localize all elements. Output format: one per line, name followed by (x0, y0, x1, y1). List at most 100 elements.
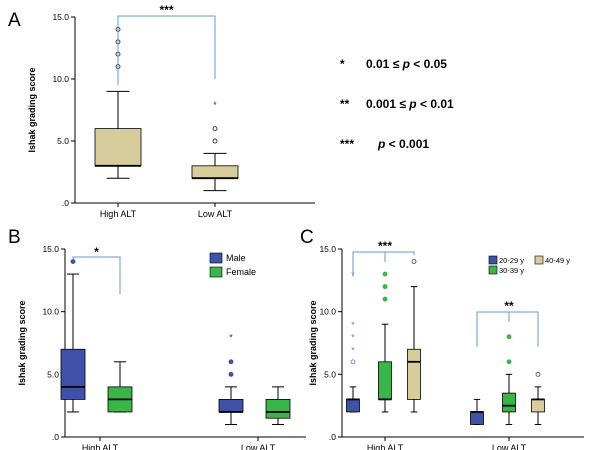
box-30-39-y-1 (502, 334, 516, 425)
box-iqr (470, 411, 484, 425)
extreme-point: * (213, 100, 217, 110)
box-iqr (60, 348, 86, 400)
legend-swatch (488, 265, 498, 275)
key-p: p (378, 137, 386, 151)
outlier-point (382, 284, 388, 290)
key-condition: < 0.001 (385, 137, 430, 151)
y-tick-label: 15.0 (42, 244, 59, 254)
legend-label: 40-49 y (545, 256, 570, 265)
box-iqr (378, 361, 392, 400)
box-iqr (407, 348, 421, 400)
key-symbol: * (340, 57, 345, 71)
panel-a: A .0 5.0 10.0 15.0 Ishak grading score High AL… (8, 3, 315, 219)
x-tick-label: High ALT (82, 443, 119, 450)
significance-bracket: * (72, 245, 121, 295)
outlier-point (506, 359, 512, 365)
bracket-line (117, 15, 216, 86)
key-p: p (402, 57, 410, 71)
extreme-point: * (229, 333, 233, 343)
legend-label: 20-29 y (499, 256, 524, 265)
box-iqr (502, 392, 516, 413)
box-40-49-y-0 (407, 259, 421, 413)
outlier-point (411, 259, 417, 264)
significance-label: *** (378, 239, 392, 253)
extreme-point: * (351, 320, 355, 330)
box-iqr (265, 398, 291, 419)
legend-swatch (534, 255, 544, 265)
x-tick-label: Low ALT (241, 443, 276, 450)
y-tick-label: 15.0 (319, 244, 336, 254)
significance-bracket: ** (476, 299, 539, 347)
y-tick-label: 10.0 (42, 307, 59, 317)
outlier-point (212, 126, 218, 132)
legend-swatch (209, 266, 223, 278)
outlier-point (382, 271, 388, 277)
box-40-49-y-1 (531, 371, 545, 425)
panel-letter: C (300, 227, 314, 248)
key-line-2: ** 0.001 ≤ p < 0.01 (340, 97, 454, 111)
x-tick-label: High ALT (100, 209, 137, 219)
y-tick-label: 10.0 (52, 74, 69, 84)
bracket-line (352, 251, 415, 277)
significance-label: ** (504, 299, 514, 313)
significance-bracket: *** (117, 3, 216, 86)
panel-b: B .0 5.0 10.0 15.0 Ishak grading score High AL… (8, 227, 306, 450)
outlier-point (70, 259, 76, 264)
y-axis-title: Ishak grading score (17, 300, 27, 385)
bracket-line (476, 311, 539, 347)
y-tick-label: 10.0 (319, 307, 336, 317)
outlier-point (212, 138, 218, 144)
key-line-1: * 0.01 ≤ p < 0.05 (340, 57, 447, 71)
box-20-29-y-0: **** (346, 270, 360, 413)
box-30-39-y-0 (378, 271, 392, 413)
x-tick-label: Low ALT (492, 443, 527, 450)
panel-letter: B (8, 227, 21, 248)
outlier-point (350, 359, 356, 365)
box-female-1 (265, 386, 291, 425)
legend-label: 30-39 y (499, 266, 524, 275)
legend-label: Female (226, 267, 256, 277)
key-symbol: *** (340, 137, 355, 151)
box-iqr (531, 398, 545, 413)
key-p: p (409, 97, 417, 111)
significance-label: *** (159, 3, 173, 17)
box-iqr (191, 165, 239, 179)
extreme-point: * (351, 345, 355, 355)
box-all-1: * (191, 100, 239, 192)
y-axis-title: Ishak grading score (308, 300, 318, 385)
box-iqr (218, 398, 244, 413)
bracket-line (72, 256, 121, 295)
key-condition: < 0.01 (416, 97, 454, 111)
y-tick-label: 5.0 (324, 369, 336, 379)
outlier-point (382, 296, 388, 302)
box-female-0 (107, 361, 133, 413)
extreme-point: * (351, 333, 355, 343)
outlier-point (506, 334, 512, 340)
y-tick-label: 15.0 (52, 12, 69, 22)
outlier-point (535, 371, 541, 377)
legend-swatch (209, 252, 223, 264)
key-range: 0.01 ≤ (366, 57, 403, 71)
x-tick-label: High ALT (367, 443, 404, 450)
box-20-29-y-1 (470, 398, 484, 425)
key-line-3: *** p < 0.001 (340, 137, 429, 151)
box-male-0 (60, 259, 86, 413)
panel-letter: A (8, 10, 21, 31)
box-male-1: * (218, 333, 244, 425)
legend: 20-29 y30-39 y 40-49 y (488, 255, 570, 275)
significance-label: * (94, 245, 99, 259)
y-tick-label: .0 (62, 198, 69, 208)
legend-swatch (488, 255, 498, 265)
y-axis-title: Ishak grading score (27, 67, 37, 152)
key-symbol: ** (340, 97, 350, 111)
legend-label: Male (226, 253, 246, 263)
panel-c: C .0 5.0 10.0 15.0 Ishak grading score High AL… (300, 227, 584, 450)
outlier-point (228, 359, 234, 365)
key-condition: < 0.05 (409, 57, 447, 71)
y-tick-label: 5.0 (57, 136, 69, 146)
legend: Male Female (209, 252, 256, 278)
outlier-point (228, 371, 234, 377)
box-iqr (94, 128, 142, 167)
significance-bracket: *** (352, 239, 415, 277)
